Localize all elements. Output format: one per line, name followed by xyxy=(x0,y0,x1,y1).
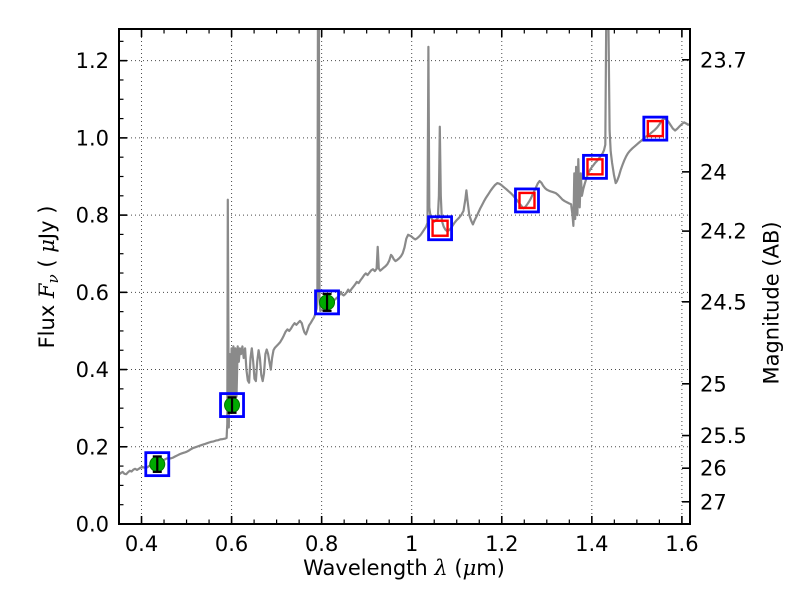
axis-label-text: μ xyxy=(34,239,59,253)
magnitude-tick-label: 27 xyxy=(700,490,727,514)
x-tick-label: 1.6 xyxy=(665,532,698,556)
axis-label-text: μ xyxy=(462,556,477,580)
photometry-outer-square xyxy=(514,187,540,214)
y-axis-label-flux: Flux Fν ( μJy ) xyxy=(34,205,63,349)
magnitude-tick-label: 23.7 xyxy=(700,48,747,72)
axis-label-text: ( xyxy=(34,252,59,275)
photometry-outer-square xyxy=(642,115,669,142)
plot-spines xyxy=(118,28,691,525)
model-flux-point xyxy=(431,219,449,237)
photometry-outer-square xyxy=(582,153,608,180)
x-tick-label: 1.2 xyxy=(485,532,518,556)
photometry-outer-square xyxy=(314,289,340,316)
y-tick-label: 1.0 xyxy=(76,126,109,150)
x-tick-label: 0.8 xyxy=(305,532,338,556)
photometry-outer-square xyxy=(219,392,245,418)
axis-label-text: Jy ) xyxy=(34,205,59,240)
x-tick-label: 0.4 xyxy=(125,532,158,556)
x-tick-label: 1.4 xyxy=(575,532,608,556)
magnitude-tick-label: 24 xyxy=(700,160,727,184)
x-tick-label: 0.6 xyxy=(215,532,248,556)
y-tick-label: 0.2 xyxy=(76,435,109,459)
y-tick-label: 1.2 xyxy=(76,49,109,73)
magnitude-tick-label: 25 xyxy=(700,372,727,396)
magnitude-tick-label: 25.5 xyxy=(700,424,747,448)
magnitude-tick-label: 24.5 xyxy=(700,290,747,314)
magnitude-tick-label: 24.2 xyxy=(700,220,747,244)
axis-label-text: m) xyxy=(476,556,505,580)
axis-label-text: λ xyxy=(434,556,448,580)
axis-label-text: ν xyxy=(44,274,63,284)
model-flux-point xyxy=(518,191,536,210)
magnitude-tick-label: 26 xyxy=(700,457,727,481)
model-flux-point xyxy=(586,158,604,176)
photometry-outer-square xyxy=(427,215,453,242)
y-tick-label: 0.4 xyxy=(76,358,109,382)
axis-label-text: F xyxy=(34,283,59,299)
y-tick-label: 0.8 xyxy=(76,204,109,228)
model-flux-point xyxy=(646,119,665,138)
y-tick-label: 0.6 xyxy=(76,281,109,305)
axis-label-text: ( xyxy=(447,556,463,580)
y-axis-label-magnitude: Magnitude (AB) xyxy=(759,221,784,385)
y-tick-label: 0.0 xyxy=(76,513,109,537)
axis-label-text: Wavelength xyxy=(303,556,435,580)
model-spectrum-line xyxy=(119,29,690,476)
x-tick-label: 1 xyxy=(405,532,418,556)
axis-label-text: Flux xyxy=(34,298,59,349)
photometry-outer-square xyxy=(144,451,171,478)
x-axis-label: Wavelength λ (μm) xyxy=(303,558,505,579)
